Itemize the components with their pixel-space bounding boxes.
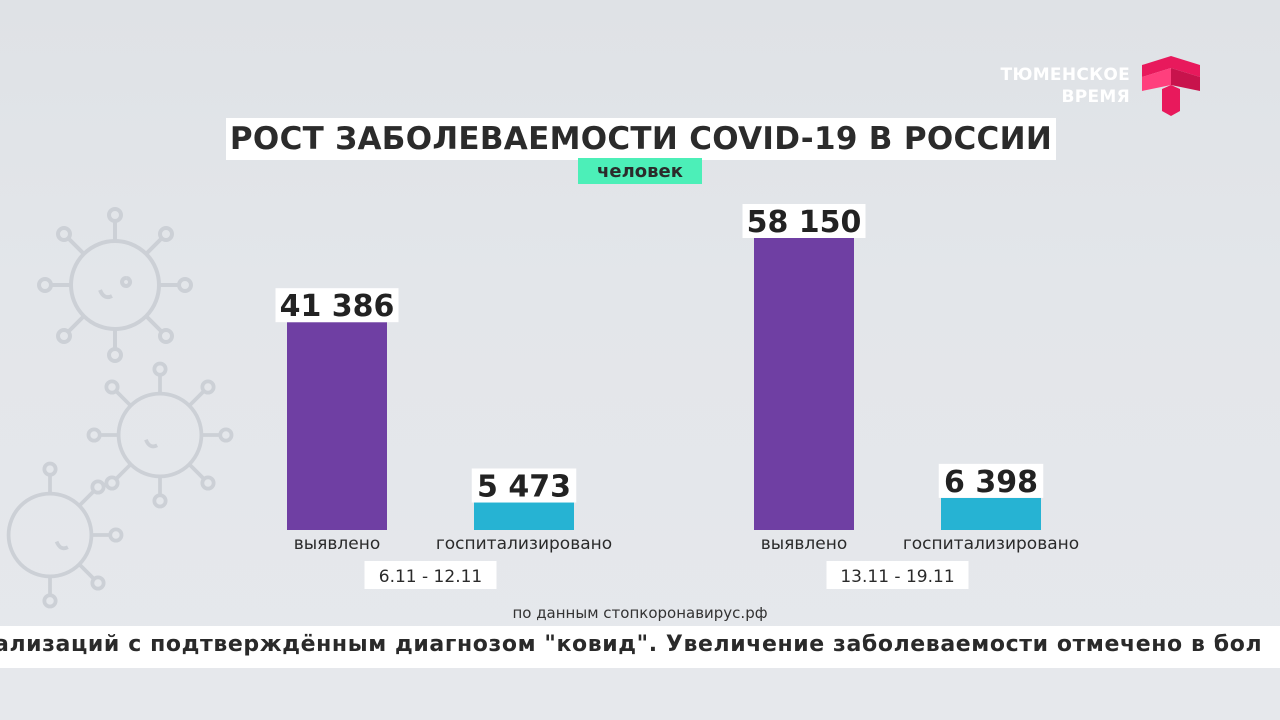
bar (474, 502, 574, 530)
value-label: 58 150 (747, 205, 862, 240)
value-label-background (275, 288, 399, 323)
news-ticker: ализаций с подтверждённым диагнозом "ков… (0, 626, 1280, 668)
bar (754, 238, 854, 530)
bar (941, 497, 1041, 530)
value-label: 41 386 (280, 289, 395, 324)
value-label: 5 473 (477, 470, 571, 505)
value-label: 6 398 (944, 465, 1038, 500)
value-label-background (938, 463, 1044, 498)
unit-label: человек (578, 158, 702, 184)
category-label: выявлено (761, 534, 848, 554)
category-label: госпитализировано (903, 534, 1079, 554)
logo-t-icon (1142, 56, 1200, 116)
logo-line-2: ВРЕМЯ (1061, 87, 1130, 107)
value-label-background (742, 204, 866, 238)
channel-logo: ТЮМЕНСКОЕ ВРЕМЯ (1001, 55, 1202, 117)
virus-icon (37, 207, 193, 363)
period-label: 6.11 - 12.11 (379, 567, 482, 587)
source-note: по данным стопкоронавирус.рф (512, 604, 768, 622)
chart-title: РОСТ ЗАБОЛЕВАЕМОСТИ COVID-19 В РОССИИ (229, 121, 1053, 157)
period-label-background (364, 561, 497, 589)
period-label: 13.11 - 19.11 (840, 567, 954, 587)
ticker-text: ализаций с подтверждённым диагнозом "ков… (0, 632, 1263, 657)
logo-line-1: ТЮМЕНСКОЕ (1000, 65, 1130, 85)
title-background (226, 118, 1056, 160)
category-label: выявлено (294, 534, 381, 554)
period-label-background (826, 561, 969, 589)
virus-icon (6, 461, 124, 609)
logo-text: ТЮМЕНСКОЕ ВРЕМЯ (1001, 64, 1130, 108)
category-label: госпитализировано (436, 534, 612, 554)
value-label-background (471, 468, 577, 503)
bar-chart: 41 386 выявлено 5 473 госпитализировано 6.11… (275, 204, 1080, 589)
virus-icon (86, 361, 234, 509)
bar (287, 322, 387, 530)
